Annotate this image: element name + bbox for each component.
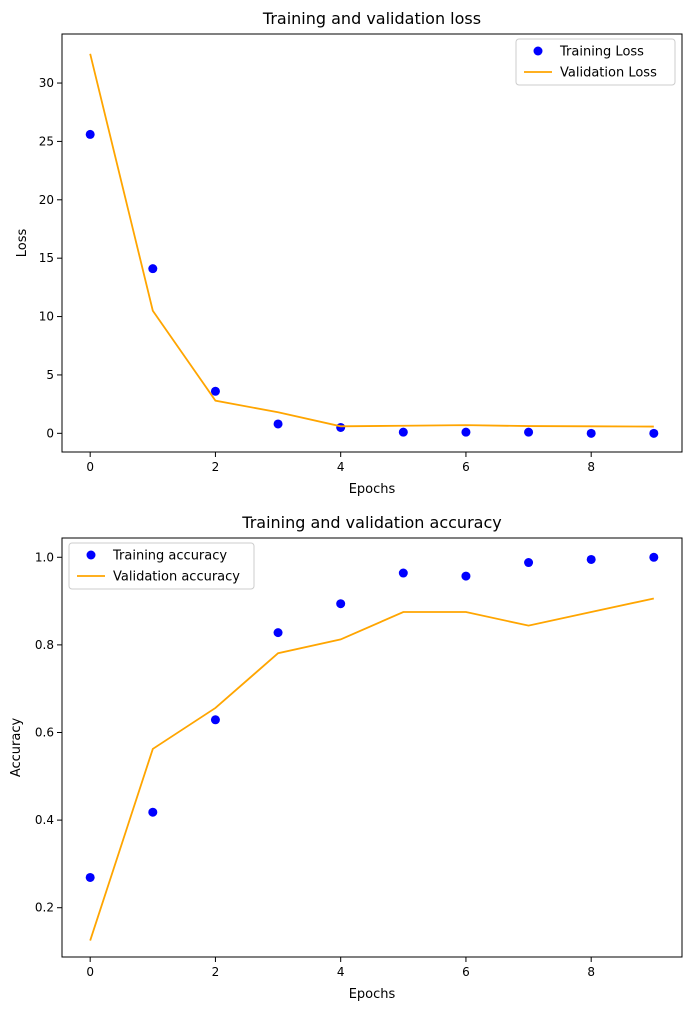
series-validation-accuracy	[89, 597, 655, 941]
data-point	[586, 554, 596, 564]
chart-title: Training and validation loss	[262, 9, 481, 28]
data-point	[85, 872, 95, 882]
data-point	[210, 386, 220, 396]
y-tick-label: 0.8	[35, 638, 54, 652]
data-point	[398, 568, 408, 578]
data-point	[649, 552, 659, 562]
legend-marker-swatch	[533, 46, 543, 56]
x-tick-label: 4	[337, 965, 345, 979]
data-point	[524, 558, 534, 568]
y-tick-label: 1.0	[35, 550, 54, 564]
legend-item: Training accuracy	[86, 549, 227, 564]
x-tick-label: 8	[587, 965, 595, 979]
x-tick-label: 8	[587, 460, 595, 474]
legend: Training Loss Validation Loss	[515, 38, 676, 86]
y-tick-label: 0	[46, 426, 54, 440]
data-point	[85, 129, 95, 139]
series-line	[89, 597, 655, 941]
x-axis-label: Epochs	[349, 482, 396, 497]
data-point	[649, 428, 659, 438]
chart-2: Training and validation accuracy 0 2 4 6 8 0.2…	[9, 513, 683, 1002]
legend-box	[515, 38, 676, 86]
data-point	[273, 628, 283, 638]
series-training-accuracy	[85, 552, 659, 882]
legend-item: Validation accuracy	[77, 570, 240, 585]
y-tick-label: 30	[39, 76, 54, 90]
legend: Training accuracy Validation accuracy	[68, 542, 255, 590]
plot-frame	[61, 537, 683, 958]
data-point	[273, 419, 283, 429]
legend-label: Validation Loss	[560, 66, 657, 81]
data-point	[336, 599, 346, 609]
legend-item: Validation Loss	[524, 66, 657, 81]
y-tick-label: 10	[39, 310, 54, 324]
x-tick-label: 0	[86, 965, 94, 979]
y-tick-label: 5	[46, 368, 54, 382]
data-point	[148, 807, 158, 817]
plot-frame	[61, 33, 683, 453]
legend-box	[68, 542, 255, 590]
y-tick-label: 0.4	[35, 813, 54, 827]
data-point	[148, 264, 158, 274]
series-training-loss	[85, 129, 659, 438]
x-tick-label: 2	[212, 460, 220, 474]
x-tick-label: 6	[462, 965, 470, 979]
data-point	[461, 427, 471, 437]
data-point	[398, 427, 408, 437]
data-point	[524, 427, 534, 437]
y-tick-label: 0.2	[35, 901, 54, 915]
legend-item: Training Loss	[533, 45, 644, 60]
chart-title: Training and validation accuracy	[241, 513, 501, 532]
x-tick-label: 4	[337, 460, 345, 474]
x-axis-label: Epochs	[349, 987, 396, 1002]
series-line	[89, 53, 654, 428]
y-tick-label: 0.6	[35, 725, 54, 739]
legend-label: Training accuracy	[112, 549, 227, 564]
series-validation-loss	[89, 53, 654, 428]
data-point	[586, 428, 596, 438]
x-tick-label: 0	[86, 460, 94, 474]
y-axis-label: Accuracy	[9, 718, 24, 778]
chart-1: Training and validation loss 0 2 4 6 8 0 5 10 15 2…	[15, 9, 683, 497]
y-tick-label: 25	[39, 134, 54, 148]
legend-label: Training Loss	[559, 45, 644, 60]
data-point	[461, 571, 471, 581]
data-point	[210, 715, 220, 725]
data-point	[336, 422, 346, 432]
legend-marker-swatch	[86, 550, 96, 560]
legend-label: Validation accuracy	[113, 570, 240, 585]
y-tick-label: 15	[39, 251, 54, 265]
y-axis-label: Loss	[15, 229, 30, 258]
y-tick-label: 20	[39, 193, 54, 207]
x-tick-label: 2	[212, 965, 220, 979]
x-tick-label: 6	[462, 460, 470, 474]
